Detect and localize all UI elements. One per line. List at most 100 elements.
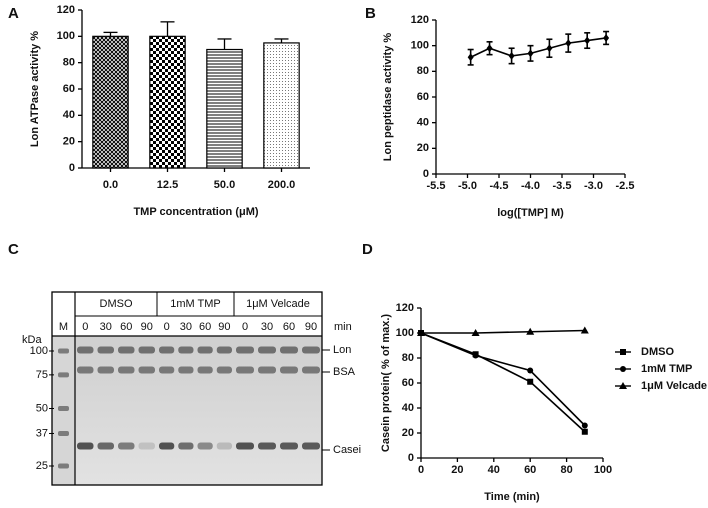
gel-background: [75, 336, 322, 485]
gel-band: [216, 346, 232, 354]
y-tick-label: 40: [402, 402, 414, 414]
gel-band: [197, 366, 213, 374]
gel-band: [77, 366, 94, 374]
band-label: BSA: [333, 366, 356, 378]
marker: [471, 329, 480, 336]
marker: [620, 349, 626, 355]
mw-label: 37: [36, 427, 48, 439]
marker: [472, 352, 479, 359]
series-line: [420, 332, 586, 433]
gel-band: [118, 366, 135, 374]
x-tick-label: 60: [524, 464, 536, 476]
error-bar: [274, 38, 289, 43]
legend-label: DMSO: [641, 346, 674, 358]
gel-band: [97, 366, 114, 374]
group-label: 1mM TMP: [170, 298, 221, 310]
x-tick-label: 20: [451, 464, 463, 476]
group-label: 1μM Velcade: [246, 298, 310, 310]
gel-band: [77, 346, 94, 354]
gel-band: [97, 442, 114, 450]
x-tick-label: 50.0: [214, 179, 235, 191]
y-tick-label: 60: [417, 91, 429, 103]
gel-band: [258, 346, 276, 354]
gel-band: [178, 442, 194, 450]
gel-band: [159, 366, 175, 374]
series-line: [470, 37, 607, 58]
x-tick-label: 40: [488, 464, 500, 476]
y-tick-label: 120: [396, 302, 414, 314]
y-axis-label: Lon ATPase activity %: [29, 31, 41, 147]
legend-label: 1mM TMP: [641, 363, 692, 375]
gel-band: [258, 442, 276, 450]
gel-band: [280, 442, 298, 450]
time-label: 90: [305, 321, 317, 333]
unit-label: min: [334, 321, 352, 333]
x-tick-label: -5.5: [427, 180, 446, 192]
x-tick-label: -3.5: [553, 180, 572, 192]
gel-band: [159, 346, 175, 354]
y-tick-label: 60: [63, 83, 75, 95]
ladder-band: [58, 348, 69, 354]
time-label: 90: [218, 321, 230, 333]
gel-band: [216, 366, 232, 374]
gel-band: [159, 442, 175, 450]
x-axis-label: Time (min): [484, 491, 540, 503]
mw-label: 25: [36, 460, 48, 472]
gel-band: [77, 442, 94, 450]
gel-band: [302, 366, 320, 374]
x-tick-label: -4.0: [521, 180, 540, 192]
marker: [581, 422, 588, 429]
gel-band: [178, 346, 194, 354]
marker: [546, 44, 553, 53]
gel-band: [197, 442, 213, 450]
y-tick-label: 0: [423, 168, 429, 180]
marker: [486, 44, 493, 53]
bar: [149, 35, 186, 169]
bar: [206, 48, 243, 169]
x-tick-label: 100: [594, 464, 612, 476]
x-tick-label: 0.0: [103, 179, 118, 191]
time-label: 60: [199, 321, 211, 333]
y-tick-label: 120: [411, 14, 429, 26]
x-axis-label: TMP concentration (μM): [133, 206, 258, 218]
y-tick-label: 0: [408, 452, 414, 464]
marker: [580, 326, 589, 334]
x-tick-label: 0: [418, 464, 424, 476]
y-axis-label: Lon peptidase activity %: [382, 33, 394, 162]
marker: [619, 382, 627, 389]
band-label: Lon: [333, 344, 351, 356]
gel-band: [178, 366, 194, 374]
y-tick-label: 60: [402, 377, 414, 389]
x-tick-label: -5.0: [458, 180, 477, 192]
bar: [92, 35, 129, 169]
time-label: 30: [100, 321, 112, 333]
gel-band: [236, 366, 254, 374]
panel-label: B: [365, 5, 376, 22]
y-tick-label: 100: [57, 30, 75, 42]
legend-label: 1μM Velcade: [641, 380, 707, 392]
marker: [527, 367, 534, 374]
y-tick-label: 120: [57, 4, 75, 16]
marker: [584, 36, 591, 45]
time-label: 30: [180, 321, 192, 333]
x-axis-label: log([TMP] M): [497, 207, 564, 219]
gel-band: [236, 442, 254, 450]
y-tick-label: 100: [411, 40, 429, 52]
gel-band: [236, 346, 254, 354]
band-label: Casei: [333, 444, 361, 456]
ladder-band: [58, 463, 69, 469]
y-tick-label: 80: [402, 352, 414, 364]
time-label: 0: [164, 321, 170, 333]
gel-band: [138, 366, 155, 374]
time-label: 30: [261, 321, 273, 333]
x-tick-label: 200.0: [268, 179, 296, 191]
lane-label: M: [59, 321, 68, 333]
panel-label: C: [8, 241, 19, 258]
gel-band: [118, 442, 135, 450]
x-tick-label: 12.5: [157, 179, 178, 191]
x-tick-label: -3.0: [584, 180, 603, 192]
gel-band: [302, 442, 320, 450]
marker: [526, 327, 535, 335]
gel-band: [138, 442, 155, 450]
